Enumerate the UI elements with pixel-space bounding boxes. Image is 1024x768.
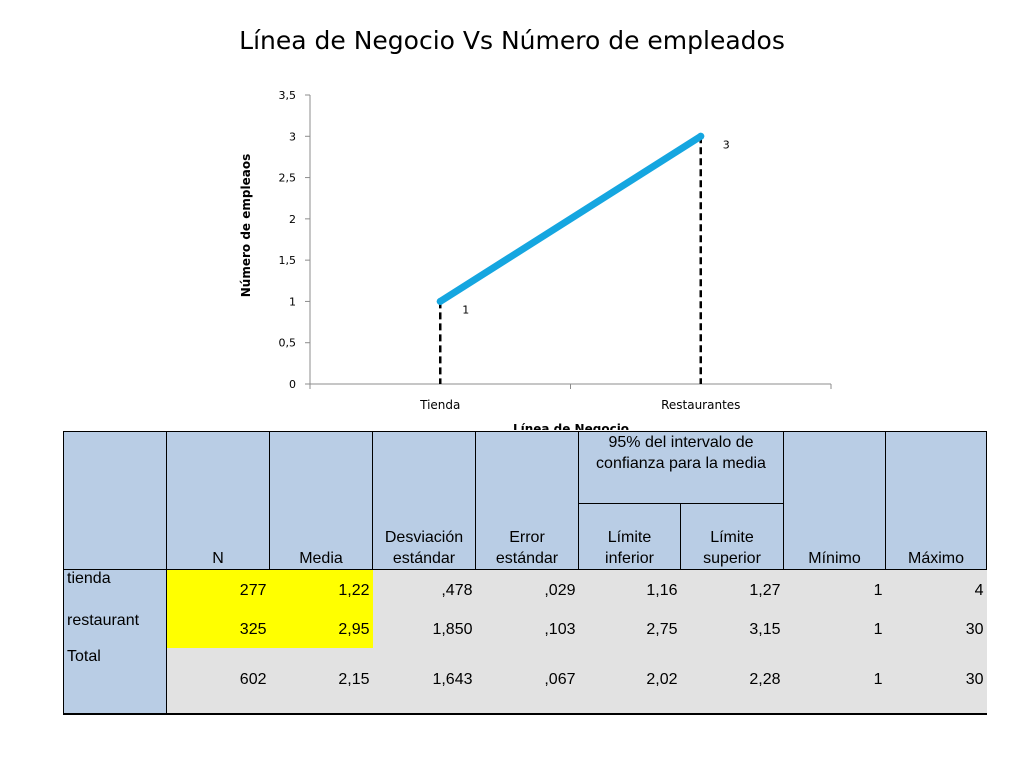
header-desviacion: Desviación estándar	[372, 431, 476, 570]
data-point	[697, 132, 705, 140]
table-cell: 325	[166, 611, 270, 648]
y-axis-title: Número de empleaos	[239, 154, 253, 297]
header-intervalo: 95% del intervalo de confianza para la m…	[578, 431, 784, 504]
x-tick-label: Tienda	[419, 398, 460, 412]
y-tick-label: 3	[289, 130, 296, 143]
table-cell: 3,15	[680, 611, 784, 648]
statistics-table: N Media Desviación estándar Error estánd…	[63, 431, 987, 715]
x-tick-label: Restaurantes	[661, 398, 740, 412]
table-cell: ,029	[475, 569, 579, 612]
line-chart: 0 0,5 1 1,5 2 2,5 3 3,5 Tienda Restaurantes Número…	[239, 89, 832, 430]
table-cell: 1	[783, 611, 886, 648]
table-cell: 30	[885, 647, 987, 715]
header-empty	[63, 431, 167, 570]
table-cell: 30	[885, 611, 987, 648]
table-row: Total 602 2,15 1,643 ,067 2,02 2,28 1 30	[63, 647, 987, 715]
table-cell: ,478	[372, 569, 476, 612]
table-cell: 2,95	[269, 611, 373, 648]
chart-title: Línea de Negocio Vs Número de empleados	[239, 26, 785, 55]
y-tick-label: 1	[289, 295, 296, 308]
table-cell: 1,22	[269, 569, 373, 612]
table-cell: 2,75	[578, 611, 681, 648]
table-cell: 1,27	[680, 569, 784, 612]
table-cell: 1,16	[578, 569, 681, 612]
table-row: tienda 277 1,22 ,478 ,029 1,16 1,27 1 4	[63, 569, 987, 612]
table-cell: 4	[885, 569, 987, 612]
y-tick-label: 3,5	[279, 89, 297, 102]
data-point	[436, 297, 444, 305]
row-label: Total	[63, 647, 167, 715]
header-maximo: Máximo	[885, 431, 987, 570]
header-limite-inferior: Límite inferior	[578, 503, 681, 570]
y-tick-label: 0,5	[279, 337, 297, 350]
header-minimo: Mínimo	[783, 431, 886, 570]
table-cell: 277	[166, 569, 270, 612]
y-tick-label: 0	[289, 378, 296, 391]
table-cell: 1	[783, 647, 886, 715]
header-n: N	[166, 431, 270, 570]
table-row: restaurant 325 2,95 1,850 ,103 2,75 3,15…	[63, 611, 987, 648]
y-tick-label: 2	[289, 213, 296, 226]
table-cell: 2,28	[680, 647, 784, 715]
header-limite-superior: Límite superior	[680, 503, 784, 570]
table-cell: 602	[166, 647, 270, 715]
header-media: Media	[269, 431, 373, 570]
table-cell: 2,15	[269, 647, 373, 715]
x-axis-title: Línea de Negocio	[513, 422, 629, 430]
table-cell: 1	[783, 569, 886, 612]
series-line	[436, 132, 705, 305]
table-cell: 2,02	[578, 647, 681, 715]
data-label: 3	[723, 138, 730, 151]
y-tick-label: 2,5	[279, 172, 297, 185]
table-cell: 1,643	[372, 647, 476, 715]
data-label: 1	[462, 303, 469, 316]
row-label: tienda	[63, 569, 167, 612]
table-cell: ,103	[475, 611, 579, 648]
table-cell: ,067	[475, 647, 579, 715]
y-tick-label: 1,5	[279, 254, 297, 267]
row-label: restaurant	[63, 611, 167, 648]
table-cell: 1,850	[372, 611, 476, 648]
header-error: Error estándar	[475, 431, 579, 570]
